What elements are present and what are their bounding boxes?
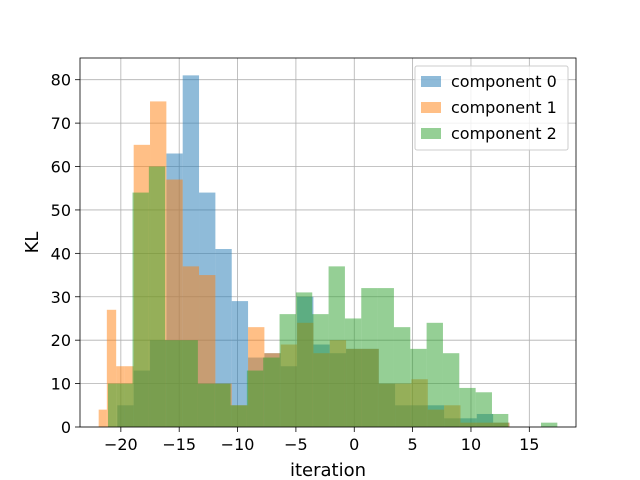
legend-box [414,65,569,151]
histogram-bar [263,357,280,427]
series-component-2 [108,166,558,427]
histogram-bar [393,327,411,427]
y-tick-label: 70 [51,114,71,133]
x-tick-label: 15 [519,435,539,454]
y-tick-label: 30 [51,288,71,307]
histogram-bar [197,383,215,427]
legend: component 0 component 1 component 2 [414,65,569,151]
y-tick-label: 60 [51,158,71,177]
x-tick-label: 0 [349,435,359,454]
histogram-bar [108,383,117,427]
histogram-bar [312,314,329,427]
x-tick-label: −10 [221,435,255,454]
histogram-bar [148,166,166,427]
histogram-bar [165,340,182,427]
x-tick-label: 5 [408,435,418,454]
histogram-bar [116,383,133,427]
legend-swatch [421,76,441,87]
plot-frame [79,57,577,428]
y-tick-label: 10 [51,375,71,394]
histogram-bar [230,405,247,427]
histogram-bar [246,370,264,427]
legend-swatch [421,128,441,139]
histogram-bar [295,292,313,427]
x-axis-label: iteration [290,460,366,480]
histogram-bar [328,266,345,427]
y-axis-label: KL [22,232,43,254]
histogram-bar [344,318,362,427]
x-tick-label: −15 [162,435,196,454]
histogram-bar [361,288,378,427]
x-tick-label: −5 [284,435,308,454]
histogram-bar [426,322,443,427]
histogram-bar [98,409,107,427]
axis-ticks: −20 −15 −10 −5 0 5 10 15 0 10 20 30 40 50 60 70 80 [51,71,540,454]
histogram-bar [279,314,296,427]
histogram-bar [231,301,249,427]
histogram-bar [442,353,460,427]
histogram-bar [132,192,149,427]
legend-label: component 1 [451,98,557,117]
y-tick-label: 20 [51,331,71,350]
histogram-bar [214,383,231,427]
histogram-bar [106,309,117,427]
legend-label: component 2 [451,124,557,143]
x-tick-label: 10 [461,435,481,454]
histogram-bars [98,75,558,427]
histogram-bar [215,249,232,427]
histogram-bar [540,422,558,427]
histogram-bar [377,288,394,427]
y-tick-label: 0 [61,418,71,437]
y-tick-label: 80 [51,71,71,90]
histogram-bar [459,387,476,427]
legend-swatch [421,102,441,113]
y-tick-label: 50 [51,201,71,220]
x-tick-label: −20 [104,435,138,454]
histogram-bar [475,392,492,427]
histogram-bar [181,340,198,427]
legend-label: component 0 [451,72,557,91]
histogram-bar [410,348,427,427]
y-tick-label: 40 [51,244,71,263]
histogram-bar [491,413,509,427]
